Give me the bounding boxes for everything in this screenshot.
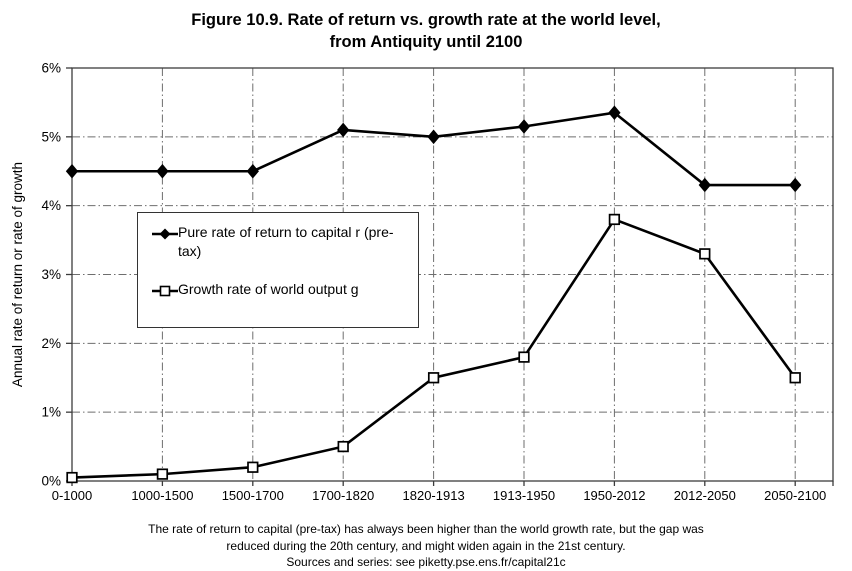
chart-title-line1: Figure 10.9. Rate of return vs. growth r… — [191, 11, 661, 29]
y-tick-label: 2% — [41, 336, 61, 351]
legend-box: Pure rate of return to capital r (pre-ta… — [137, 212, 419, 328]
x-tick-label: 1000-1500 — [131, 488, 193, 503]
data-point-return-rate — [156, 163, 169, 179]
open-square-marker-icon — [152, 285, 178, 297]
footnote-line2: reduced during the 20th century, and mig… — [226, 538, 626, 553]
footnote: The rate of return to capital (pre-tax) … — [0, 521, 852, 571]
legend-item-return-rate: Pure rate of return to capital r (pre-ta… — [152, 223, 412, 261]
chart-title-line2: from Antiquity until 2100 — [329, 33, 523, 51]
y-tick-label: 1% — [41, 405, 61, 420]
data-point-return-rate — [427, 129, 440, 145]
x-tick-label: 1500-1700 — [222, 488, 284, 503]
data-point-growth-rate — [789, 372, 801, 384]
x-tick-label: 0-1000 — [52, 488, 92, 503]
data-point-return-rate — [517, 119, 531, 134]
y-tick-label: 0% — [41, 474, 61, 489]
data-point-growth-rate — [608, 213, 621, 226]
footnote-source-line: Sources and series: see piketty.pse.ens.… — [286, 555, 566, 569]
y-tick-label: 5% — [41, 129, 61, 144]
legend-label-growth-rate: Growth rate of world output g — [178, 281, 359, 297]
data-point-return-rate — [608, 105, 621, 121]
data-point-return-rate — [789, 177, 802, 193]
data-point-growth-rate — [247, 461, 259, 473]
data-point-return-rate — [246, 163, 259, 179]
y-tick-label: 3% — [41, 267, 61, 282]
y-axis-title: Annual rate of return or rate of growth — [10, 161, 26, 388]
data-point-return-rate — [698, 177, 711, 193]
legend-label-return-rate: Pure rate of return to capital r (pre-ta… — [178, 224, 394, 259]
x-tick-label: 2050-2100 — [764, 488, 826, 503]
filled-diamond-marker-icon — [152, 228, 178, 240]
x-tick-label: 1950-2012 — [583, 488, 645, 503]
legend-item-growth-rate: Growth rate of world output g — [152, 280, 412, 299]
footnote-line1: The rate of return to capital (pre-tax) … — [148, 522, 704, 536]
x-tick-label: 1913-1950 — [493, 488, 555, 503]
y-tick-label: 6% — [41, 61, 61, 76]
data-point-return-rate — [337, 122, 350, 138]
x-tick-label: 1820-1913 — [403, 488, 465, 503]
data-point-growth-rate — [337, 440, 349, 453]
x-tick-label: 2012-2050 — [674, 488, 736, 503]
data-point-growth-rate — [66, 471, 78, 484]
x-tick-label: 1700-1820 — [312, 488, 374, 503]
y-tick-label: 4% — [41, 198, 61, 213]
y-axis-title-wrap: Annual rate of return or rate of growth — [2, 68, 34, 481]
data-point-growth-rate — [699, 248, 711, 260]
data-point-growth-rate — [518, 351, 530, 363]
chart-title: Figure 10.9. Rate of return vs. growth r… — [0, 9, 852, 53]
data-point-growth-rate — [427, 372, 440, 384]
data-point-return-rate — [65, 163, 79, 179]
data-point-growth-rate — [156, 468, 169, 480]
